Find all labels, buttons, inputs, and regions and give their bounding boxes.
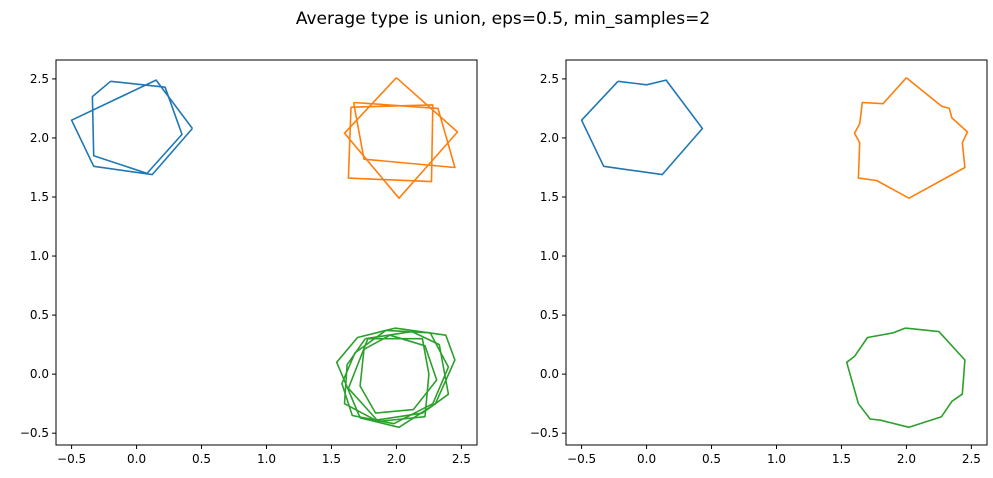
y-tick-label: 2.5 bbox=[540, 72, 559, 86]
y-tick-label: 2.0 bbox=[540, 131, 559, 145]
x-tick-label: 0.5 bbox=[702, 452, 721, 466]
axes-frame bbox=[565, 59, 988, 446]
x-tick-label: 2.5 bbox=[452, 452, 471, 466]
y-tick-label: 1.0 bbox=[540, 249, 559, 263]
x-tick-label: −0.5 bbox=[57, 452, 86, 466]
y-tick-label: 0.0 bbox=[540, 367, 559, 381]
y-tick-label: 2.5 bbox=[30, 72, 49, 86]
x-tick-label: 0.0 bbox=[127, 452, 146, 466]
x-tick-label: −0.5 bbox=[567, 452, 596, 466]
x-tick-label: 0.5 bbox=[192, 452, 211, 466]
x-tick-label: 2.0 bbox=[897, 452, 916, 466]
x-tick-label: 1.0 bbox=[257, 452, 276, 466]
y-tick-label: 0.0 bbox=[30, 367, 49, 381]
green-polygon-line bbox=[845, 327, 966, 429]
x-tick-label: 2.5 bbox=[962, 452, 981, 466]
y-tick-label: −0.5 bbox=[530, 426, 559, 440]
green-polygon-line bbox=[343, 330, 450, 421]
x-tick-label: 1.0 bbox=[767, 452, 786, 466]
blue-polygon-line bbox=[580, 79, 704, 176]
x-tick-label: 1.5 bbox=[322, 452, 341, 466]
orange-polygon-line bbox=[343, 77, 459, 199]
x-tick-label: 0.0 bbox=[637, 452, 656, 466]
axes-frame bbox=[55, 59, 478, 446]
right-plot-panel: −0.5 0.0 0.5 1.0 1.5 2.0 2.5 −0.5 0.0 0.5 1.0 1.5 2.… bbox=[530, 59, 988, 466]
orange-polygon-line bbox=[347, 104, 434, 183]
blue-polygon-line bbox=[70, 79, 194, 176]
green-polygon-line bbox=[347, 337, 430, 423]
green-polygon-line bbox=[341, 329, 450, 425]
green-polygon-line bbox=[359, 334, 438, 414]
y-tick-label: 2.0 bbox=[30, 131, 49, 145]
y-tick-label: 1.5 bbox=[30, 190, 49, 204]
orange-polygon-line bbox=[853, 77, 969, 199]
blue-polygon-line bbox=[91, 80, 183, 175]
y-tick-label: 1.0 bbox=[30, 249, 49, 263]
y-tick-label: 1.5 bbox=[540, 190, 559, 204]
figure-title: Average type is union, eps=0.5, min_samp… bbox=[296, 9, 710, 29]
y-tick-label: −0.5 bbox=[20, 426, 49, 440]
y-tick-label: 0.5 bbox=[540, 308, 559, 322]
x-tick-label: 1.5 bbox=[832, 452, 851, 466]
x-tick-label: 2.0 bbox=[387, 452, 406, 466]
left-plot-panel: −0.5 0.0 0.5 1.0 1.5 2.0 2.5 −0.5 0.0 0.5 1.0 1.5 2.… bbox=[20, 59, 478, 466]
y-tick-label: 0.5 bbox=[30, 308, 49, 322]
green-polygon-line bbox=[335, 327, 456, 429]
orange-polygon-line bbox=[352, 101, 456, 169]
